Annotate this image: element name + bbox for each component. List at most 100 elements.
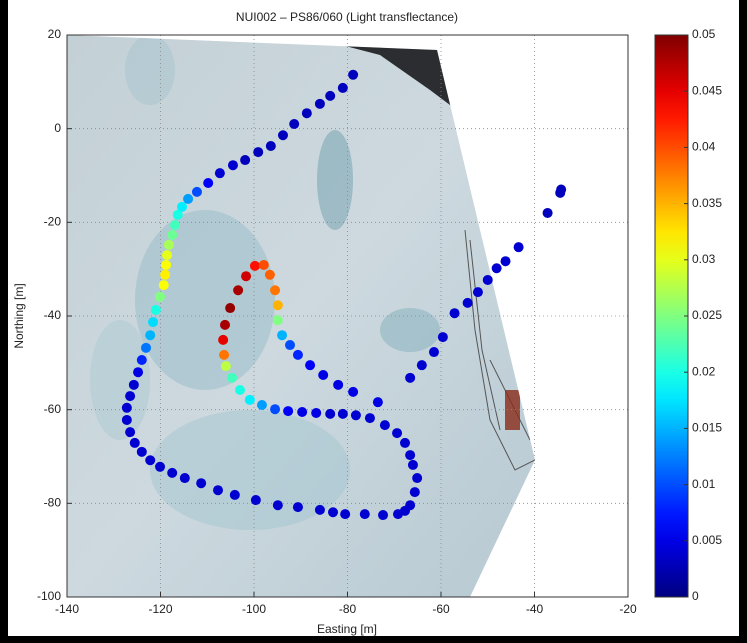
data-point [270,285,280,295]
data-point [328,507,338,517]
data-point [241,271,251,281]
data-point [240,155,250,165]
data-point [167,468,177,478]
y-tick-label: -100 [37,589,61,603]
data-point [408,460,418,470]
data-point [277,330,287,340]
data-point [392,428,402,438]
x-tick-label: -20 [619,602,637,616]
data-point [220,320,230,330]
data-point [180,473,190,483]
data-point [340,509,350,519]
data-point [137,447,147,457]
data-point [141,343,151,353]
data-point [155,462,165,472]
data-point [213,485,223,495]
data-point [278,130,288,140]
data-point [162,250,172,260]
data-point [257,400,267,410]
data-point [259,260,269,270]
data-point [250,261,260,271]
colorbar-tick-label: 0.04 [692,140,716,154]
x-tick-label: -40 [526,602,544,616]
data-point [122,403,132,413]
colorbar-tick-label: 0.015 [692,421,722,435]
data-point [215,168,225,178]
data-point [417,360,427,370]
data-point [438,332,448,342]
data-point [483,275,493,285]
colorbar [655,35,688,597]
data-point [122,415,132,425]
data-point [245,395,255,405]
data-point [333,380,343,390]
colorbar-tick-label: 0 [692,589,699,603]
data-point [155,292,165,302]
data-point [293,502,303,512]
data-point [283,406,293,416]
data-point [270,404,280,414]
data-point [410,487,420,497]
data-point [273,300,283,310]
data-point [338,83,348,93]
data-point [137,355,147,365]
data-point [501,256,511,266]
colorbar-tick-label: 0.025 [692,308,722,322]
colorbar-tick-label: 0.005 [692,533,722,547]
data-point [305,360,315,370]
x-axis-label: Easting [m] [317,622,377,636]
data-point [293,350,303,360]
data-point [365,413,375,423]
data-point [148,317,158,327]
data-point [325,409,335,419]
data-point [235,385,245,395]
data-point [543,208,553,218]
data-point [351,410,361,420]
x-tick-label: -100 [242,602,266,616]
colorbar-tick-label: 0.035 [692,196,722,210]
data-point [405,500,415,510]
data-point [164,240,174,250]
data-point [378,510,388,520]
x-tick-label: -80 [339,602,357,616]
data-point [373,397,383,407]
data-point [160,270,170,280]
data-point [285,340,295,350]
colorbar-tick-label: 0.01 [692,477,716,491]
colorbar-tick-label: 0.045 [692,83,722,97]
y-tick-label: -20 [44,215,62,229]
data-point [348,387,358,397]
data-point [400,438,410,448]
y-tick-label: -80 [44,496,62,510]
data-point [230,490,240,500]
data-point [218,335,228,345]
y-tick-label: -40 [44,308,62,322]
data-point [233,285,243,295]
data-point [145,330,155,340]
y-tick-label: -60 [44,402,62,416]
data-point [221,361,231,371]
data-point [315,505,325,515]
data-point [492,263,502,273]
data-point [170,220,180,230]
chart: NUI002 – PS86/060 (Light transflectance)… [0,0,747,643]
y-tick-label: 20 [48,27,62,41]
colorbar-tick-label: 0.02 [692,364,716,378]
data-point [192,187,202,197]
data-point [318,370,328,380]
data-point [412,473,422,483]
data-point [125,391,135,401]
data-point [266,141,276,151]
data-point [219,350,229,360]
data-point [129,380,139,390]
data-point [311,408,321,418]
data-point [227,373,237,383]
data-point [556,185,566,195]
data-point [514,242,524,252]
data-point [125,427,135,437]
data-point [463,298,473,308]
colorbar-tick-label: 0.03 [692,252,716,266]
data-point [183,194,193,204]
data-point [133,367,143,377]
data-point [297,407,307,417]
